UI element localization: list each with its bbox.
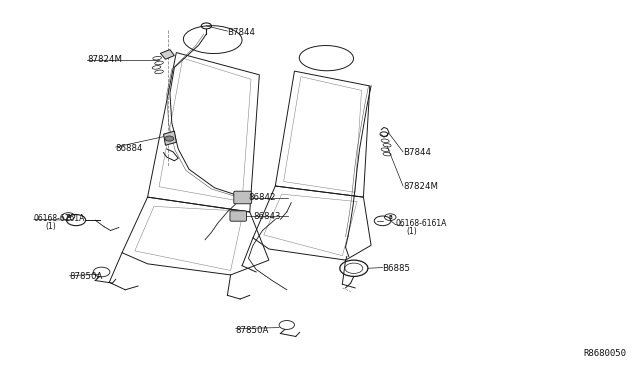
Text: (1): (1) [406,227,417,236]
Polygon shape [161,49,174,59]
Text: 87850A: 87850A [236,326,269,335]
Text: B: B [67,214,70,219]
Text: 87824M: 87824M [87,55,122,64]
FancyBboxPatch shape [234,191,252,204]
Text: (1): (1) [45,221,56,231]
Text: B7844: B7844 [403,148,431,157]
Text: 06168-6161A: 06168-6161A [34,214,85,223]
Text: B6885: B6885 [383,264,411,273]
Text: 87824M: 87824M [403,182,438,191]
Text: 87850A: 87850A [70,272,103,281]
Circle shape [165,136,173,141]
Text: R8680050: R8680050 [584,349,627,358]
Text: 06168-6161A: 06168-6161A [396,219,447,228]
Text: B: B [388,215,392,219]
Text: 86884: 86884 [116,144,143,153]
Polygon shape [164,131,176,145]
Text: 86843: 86843 [253,212,280,221]
Text: 86842: 86842 [248,193,276,202]
Text: B7844: B7844 [227,28,255,37]
FancyBboxPatch shape [230,211,246,221]
